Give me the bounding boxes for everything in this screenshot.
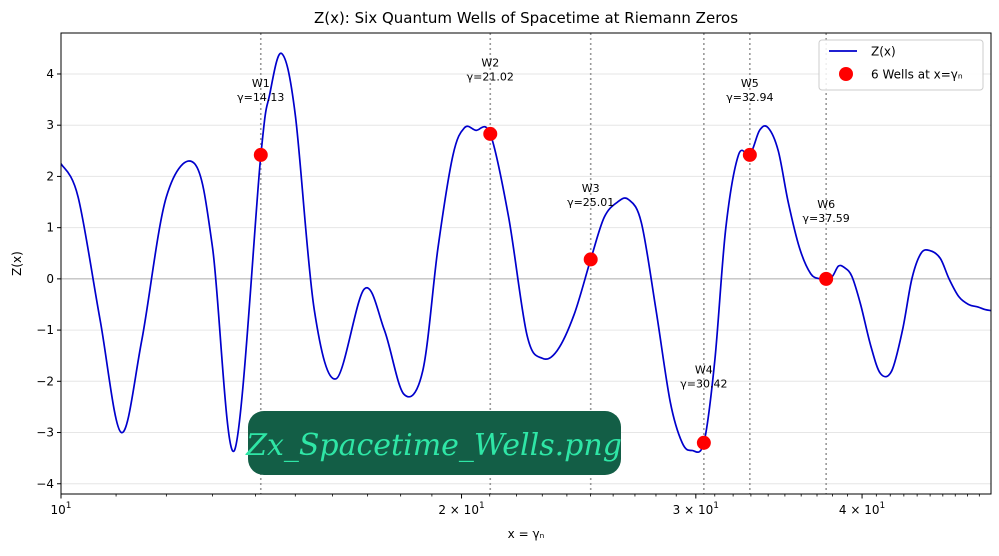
well-marker (253, 147, 268, 162)
well-marker (583, 252, 598, 267)
x-tick-label: 101 (50, 501, 71, 517)
legend-box (818, 39, 984, 91)
axes: −4 −3 −2 −1 0 1 2 3 4 101 2 × 101 3 × 101 4 × 101 (36, 32, 992, 517)
y-tick-label: 1 (46, 221, 54, 235)
well-label-gamma: γ=21.02 (467, 70, 514, 83)
well-label-gamma: γ=25.01 (567, 196, 614, 209)
well-label-name: W3 (582, 182, 600, 195)
well-label-name: W5 (741, 77, 759, 90)
series-line-zx (61, 52, 991, 454)
y-tick-label: −1 (36, 323, 54, 337)
well-label-gamma: γ=37.59 (803, 212, 850, 225)
y-tick-label: −4 (36, 477, 54, 491)
well-marker (696, 435, 711, 450)
x-tick-label: 4 × 101 (839, 501, 885, 517)
well-label-gamma: γ=14.13 (237, 91, 284, 104)
badge-background (248, 411, 621, 475)
y-tick-label: 2 (46, 169, 54, 183)
well-marker (483, 126, 498, 141)
plot-area: W1γ=14.13W2γ=21.02W3γ=25.01W4γ=30.42W5γ=… (61, 52, 991, 454)
y-tick-label: −2 (36, 374, 54, 388)
y-axis-label: Z(x) (10, 251, 24, 276)
badge-text: Zx_Spacetime_Wells.png (245, 428, 622, 463)
legend: Z(x) 6 Wells at x=γₙ (818, 39, 984, 91)
x-tick-label: 3 × 101 (673, 501, 719, 517)
legend-label-wells: 6 Wells at x=γₙ (871, 68, 963, 82)
well-label-name: W6 (817, 198, 835, 211)
well-label-name: W2 (481, 56, 499, 69)
well-marker (742, 147, 757, 162)
legend-marker-swatch (839, 67, 853, 81)
well-label-name: W4 (695, 364, 713, 377)
well-marker (819, 271, 834, 286)
y-tick-label: 0 (46, 272, 54, 286)
axes-frame (60, 32, 992, 495)
x-tick-label: 2 × 101 (438, 501, 484, 517)
y-tick-label: 4 (46, 67, 54, 81)
y-tick-label: 3 (46, 118, 54, 132)
x-axis-label: x = γₙ (508, 527, 545, 541)
well-label-gamma: γ=32.94 (726, 91, 773, 104)
well-label-name: W1 (252, 77, 270, 90)
well-label-gamma: γ=30.42 (680, 378, 727, 391)
watermark-badge: Zx_Spacetime_Wells.png (245, 411, 622, 475)
chart-title: Z(x): Six Quantum Wells of Spacetime at … (314, 9, 738, 27)
legend-label-zx: Z(x) (871, 45, 896, 59)
y-tick-label: −3 (36, 426, 54, 440)
